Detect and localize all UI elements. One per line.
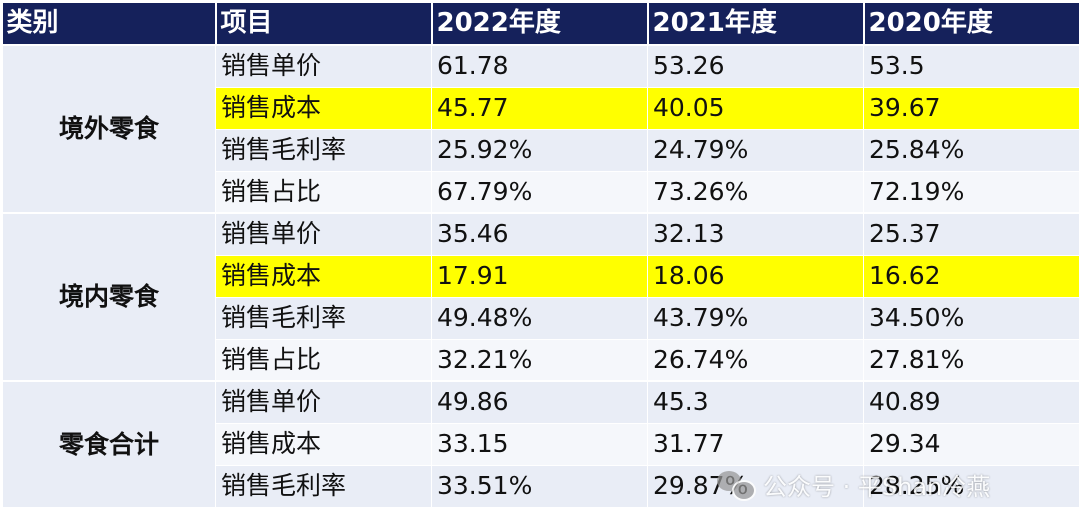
value-2022-cell: 61.78 [431,44,648,87]
header-row: 类别 项目 2022年度 2021年度 2020年度 [2,3,1079,45]
value-2021-cell: 73.26% [647,170,864,213]
value-2020-cell: 16.62 [863,254,1079,297]
value-2021-cell: 43.79% [647,296,864,339]
value-2020-cell: 39.67 [863,86,1079,129]
value-2022-cell: 35.46 [431,212,648,255]
item-cell: 销售毛利率 [215,128,432,171]
table-row: 销售毛利率 33.51% 29.87% 28.25% [3,464,1079,507]
category-cell: 零食合计 [2,380,216,507]
value-2020-cell: 29.34 [863,422,1079,465]
table-row: 销售毛利率 49.48% 43.79% 34.50% [3,296,1079,339]
value-2022-cell: 17.91 [431,254,648,297]
value-2022-cell: 67.79% [431,170,648,213]
value-2021-cell: 32.13 [647,212,864,255]
item-cell: 销售毛利率 [215,464,432,507]
header-category: 类别 [2,3,216,45]
table-row: 零食合计 销售单价 49.86 45.3 40.89 [2,380,1079,507]
item-cell: 销售成本 [215,86,432,129]
value-2022-cell: 49.86 [431,380,648,423]
item-cell: 销售毛利率 [215,296,432,339]
value-2022-cell: 49.48% [431,296,648,339]
header-2020: 2020年度 [862,3,1079,45]
value-2022-cell: 45.77 [431,86,648,129]
value-2020-cell: 25.37 [863,212,1079,255]
header-2022: 2022年度 [430,3,648,45]
value-2020-cell: 27.81% [863,338,1079,381]
value-2020-cell: 40.89 [863,380,1079,423]
header-2021: 2021年度 [646,3,864,45]
table-row: 境内零食 销售单价 35.46 32.13 25.37 [2,212,1079,381]
item-cell: 销售单价 [215,212,432,255]
table-row: 境外零食 销售单价 61.78 53.26 53.5 [2,44,1079,213]
item-cell: 销售成本 [215,254,432,297]
item-cell: 销售单价 [215,380,432,423]
value-2021-cell: 26.74% [647,338,864,381]
item-cell: 销售占比 [215,338,432,381]
value-2021-cell: 45.3 [647,380,864,423]
table-body: 境外零食 销售单价 61.78 53.26 53.5 销售成本 45.77 40.05 39.6… [2,44,1079,507]
value-2022-cell: 25.92% [431,128,648,171]
value-2020-cell: 25.84% [863,128,1079,171]
table-row: 销售成本 33.15 31.77 29.34 [3,422,1079,465]
header-item: 项目 [214,3,432,45]
table-row: 销售占比 32.21% 26.74% 27.81% [3,338,1079,381]
value-2022-cell: 33.15 [431,422,648,465]
value-2021-cell: 18.06 [647,254,864,297]
table-row: 销售成本 17.91 18.06 16.62 [3,254,1079,297]
category-cell: 境外零食 [2,44,216,213]
cost-table: 类别 项目 2022年度 2021年度 2020年度 境外零食 销售单价 61.78… [2,3,1079,507]
value-2021-cell: 24.79% [647,128,864,171]
value-2021-cell: 31.77 [647,422,864,465]
value-2020-cell: 34.50% [863,296,1079,339]
table-row: 销售毛利率 25.92% 24.79% 25.84% [3,128,1079,171]
value-2020-cell: 28.25% [863,464,1079,507]
item-cell: 销售占比 [215,170,432,213]
value-2022-cell: 32.21% [431,338,648,381]
table-row: 销售成本 45.77 40.05 39.67 [3,86,1079,129]
watermark: 公众号 · 平Shan冷燕 [717,466,990,502]
wechat-icon [717,469,756,501]
value-2020-cell: 72.19% [863,170,1079,213]
value-2022-cell: 33.51% [431,464,648,507]
watermark-text: 公众号 · 平Shan冷燕 [763,472,991,501]
item-cell: 销售单价 [215,44,432,87]
table-row: 销售占比 67.79% 73.26% 72.19% [3,170,1079,213]
category-cell: 境内零食 [2,212,216,381]
value-2021-cell: 53.26 [647,44,864,87]
item-cell: 销售成本 [215,422,432,465]
value-2021-cell: 40.05 [647,86,864,129]
value-2020-cell: 53.5 [863,44,1079,87]
